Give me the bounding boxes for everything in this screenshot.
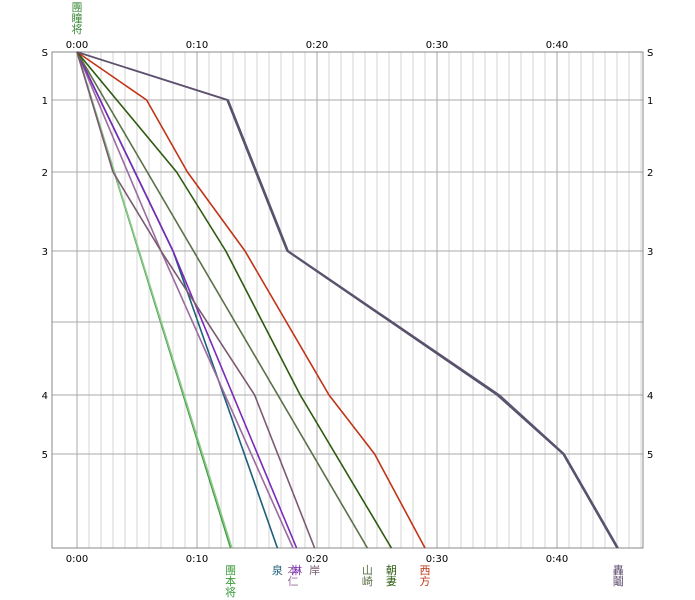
- x-tick-label-top: 0:40: [546, 40, 568, 51]
- series-line: [76, 51, 369, 549]
- x-tick-label-bottom: 0:00: [66, 554, 88, 565]
- series-label: 本: [225, 574, 236, 588]
- series-label: 朝: [386, 564, 397, 577]
- station-label-left: S: [42, 48, 48, 59]
- station-label-right: 1: [647, 96, 653, 107]
- x-tick-label-top: 0:10: [186, 40, 208, 51]
- series-label: 泉: [272, 563, 283, 577]
- axis-layer: 0:00 0:00 0:10 0:10 0:20 0:20 0:30 0:30 0:40 0:40…: [42, 40, 654, 565]
- series-label: 轟: [613, 563, 624, 577]
- station-label-left: 2: [42, 168, 48, 179]
- series-label: 本: [288, 563, 299, 577]
- series-line: [76, 51, 298, 549]
- x-tick-label-top: 0:20: [306, 40, 328, 51]
- x-tick-label-bottom: 0:30: [426, 554, 448, 565]
- station-label-left: 3: [42, 247, 48, 258]
- station-label-right: 2: [647, 168, 653, 179]
- series-layer: [76, 51, 619, 549]
- label-layer: 團本将泉 本仁淋岸山崎朝妻西方轟鬮團瞳将: [72, 1, 624, 599]
- station-label-right: 3: [647, 247, 653, 258]
- grid-layer: [51, 51, 644, 549]
- series-label: 将: [225, 586, 236, 599]
- station-label-left: 5: [42, 450, 48, 461]
- series-label: 崎: [362, 574, 373, 588]
- station-label-right: S: [647, 48, 653, 59]
- series-label: 岸: [309, 564, 320, 577]
- station-label-left: 1: [42, 96, 48, 107]
- series-line: [76, 51, 316, 549]
- plot-frame: [51, 51, 644, 549]
- x-tick-label-bottom: 0:20: [306, 554, 328, 565]
- series-label: 方: [420, 574, 431, 588]
- station-label-left: 4: [42, 391, 48, 402]
- series-label: 鬮: [613, 575, 624, 588]
- station-label-right: 5: [647, 450, 653, 461]
- series-label: 妻: [386, 575, 397, 588]
- top-label: 将: [72, 23, 83, 36]
- series-label: 團: [225, 564, 236, 577]
- x-tick-label-top: 0:30: [426, 40, 448, 51]
- x-tick-label-bottom: 0:40: [546, 554, 568, 565]
- x-tick-label-top: 0:00: [66, 40, 88, 51]
- series-line: [76, 51, 233, 549]
- series-line: [76, 51, 279, 549]
- top-label: 團: [72, 1, 83, 14]
- series-label: 淋: [291, 564, 302, 577]
- series-label: 西: [420, 564, 431, 577]
- station-label-right: 4: [647, 391, 653, 402]
- series-line: [76, 51, 619, 549]
- series-line: [76, 51, 393, 549]
- series-label: 仁: [288, 575, 299, 588]
- series-line: [76, 51, 426, 549]
- series-label: 山: [362, 564, 373, 577]
- x-tick-label-bottom: 0:10: [186, 554, 208, 565]
- top-label: 瞳: [72, 11, 83, 25]
